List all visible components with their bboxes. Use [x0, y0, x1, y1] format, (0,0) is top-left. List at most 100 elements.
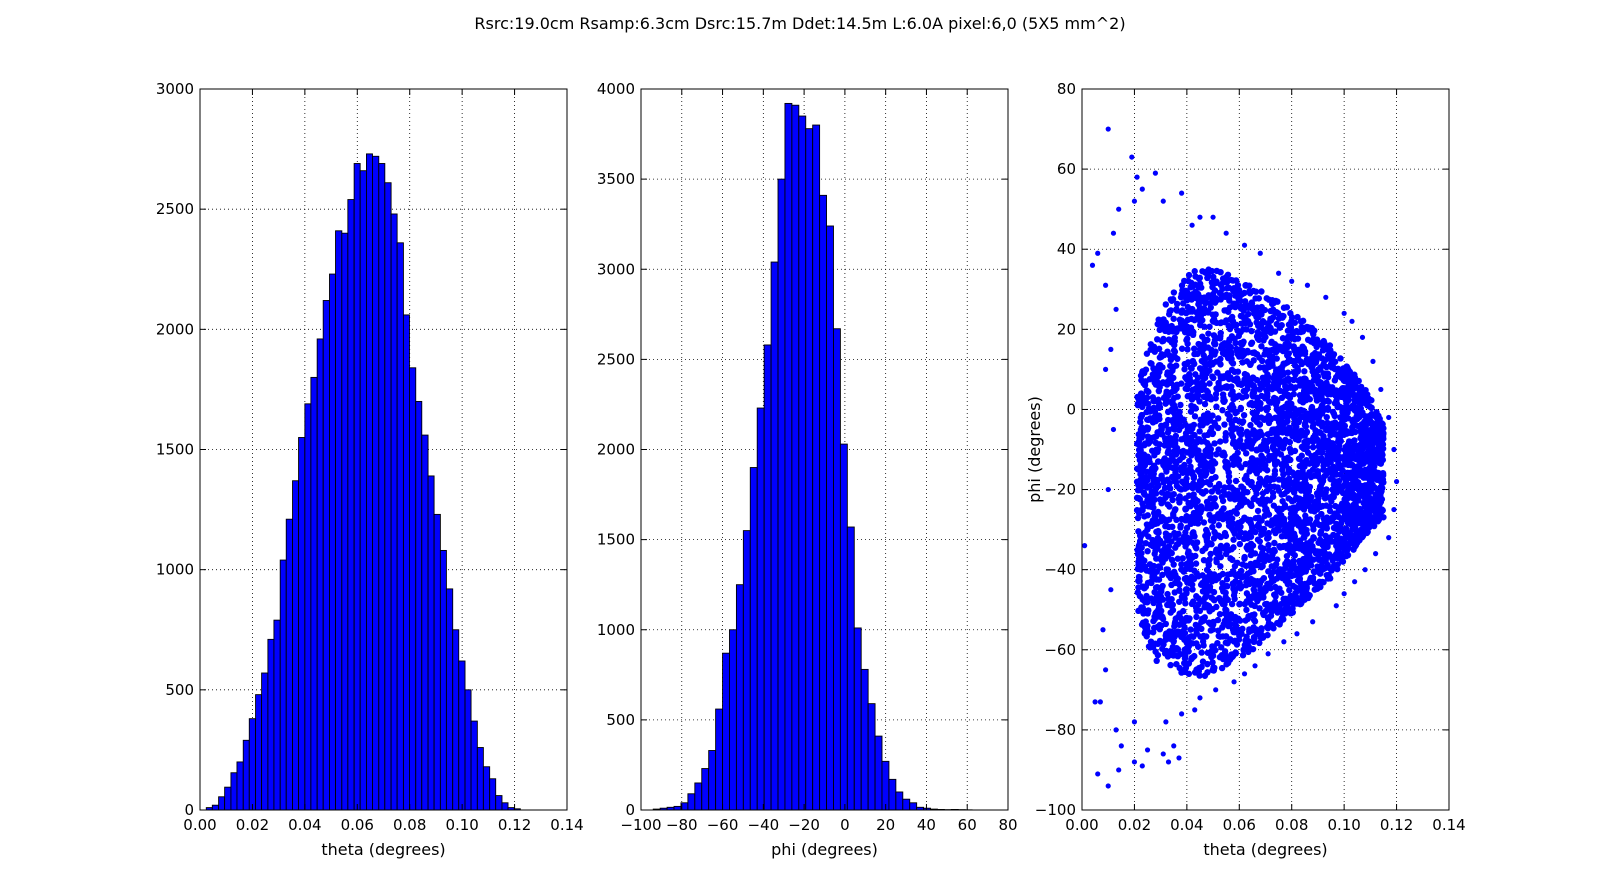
scatter-core-point	[1230, 592, 1238, 599]
scatter-core-point	[1265, 534, 1272, 541]
scatter-core-point	[1186, 457, 1193, 465]
scatter-point	[1281, 639, 1287, 645]
scatter-core-point	[1155, 529, 1162, 536]
scatter-core-point	[1310, 331, 1317, 338]
scatter-core-point	[1221, 648, 1229, 655]
scatter-core-point	[1341, 496, 1348, 503]
scatter-core-point	[1292, 371, 1299, 378]
scatter-core-point	[1166, 597, 1173, 604]
theta-histogram-bar	[495, 795, 503, 810]
scatter-core-point	[1323, 426, 1330, 434]
scatter-core-point	[1168, 573, 1176, 580]
theta-histogram-xtick-label: 0.14	[550, 816, 583, 834]
theta-histogram-bar	[267, 638, 275, 810]
scatter-core-point	[1228, 546, 1235, 553]
scatter-core-point	[1153, 336, 1161, 343]
scatter-core-point	[1313, 435, 1321, 443]
scatter-core-point	[1333, 532, 1341, 540]
scatter-core-point	[1215, 522, 1223, 529]
scatter-core-point	[1166, 440, 1174, 447]
scatter-core-point	[1292, 589, 1299, 597]
scatter-core-point	[1264, 404, 1271, 411]
phi-histogram-bar	[770, 261, 779, 810]
scatter-core-point	[1379, 484, 1386, 492]
scatter-core-point	[1281, 479, 1288, 486]
scatter-core-point	[1223, 614, 1231, 621]
scatter-core-point	[1158, 553, 1165, 560]
scatter-core-point	[1258, 431, 1266, 439]
scatter-core-point	[1308, 493, 1315, 501]
scatter-core-point	[1261, 461, 1268, 469]
scatter-core-point	[1317, 570, 1324, 577]
theta-histogram-bar	[218, 796, 226, 810]
scatter-core-point	[1196, 477, 1204, 485]
scatter-core-point	[1211, 440, 1218, 447]
scatter-core-point	[1323, 413, 1330, 421]
scatter-core-point	[1244, 615, 1252, 623]
scatter-core-point	[1228, 600, 1236, 608]
scatter-core-point	[1274, 526, 1282, 533]
scatter-core-point	[1284, 529, 1291, 537]
scatter-core-point	[1345, 438, 1353, 445]
scatter-core-point	[1192, 552, 1199, 560]
scatter-core-point	[1303, 355, 1311, 363]
scatter-xtick-label: 0.08	[1275, 816, 1308, 834]
scatter-core-point	[1209, 317, 1217, 325]
scatter-core-point	[1253, 581, 1260, 588]
scatter-core-point	[1334, 549, 1341, 556]
scatter-core-point	[1151, 408, 1159, 416]
scatter-core-point	[1161, 321, 1168, 329]
scatter-core-point	[1223, 291, 1230, 299]
scatter-core-point	[1318, 391, 1325, 399]
scatter-core-point	[1184, 340, 1191, 347]
scatter-core-point	[1201, 458, 1209, 466]
scatter-core-point	[1299, 328, 1307, 335]
scatter-core-point	[1234, 456, 1242, 463]
scatter-core-point	[1266, 353, 1273, 360]
theta-histogram-ticks: 0.00 0.02 0.04 0.06 0.08 0.10 0.12 0.14 0 500 1000…	[156, 80, 584, 834]
scatter-core-point	[1163, 381, 1171, 388]
scatter-core-point	[1364, 437, 1372, 444]
scatter-core-point	[1238, 430, 1245, 438]
scatter-core-point	[1233, 491, 1240, 499]
scatter-core-point	[1285, 377, 1292, 385]
scatter-core-point	[1170, 363, 1177, 371]
scatter-core-point	[1306, 396, 1314, 403]
scatter-core-point	[1199, 317, 1206, 324]
scatter-core-point	[1232, 477, 1240, 485]
scatter-core-point	[1164, 429, 1172, 436]
scatter-core-point	[1238, 574, 1245, 581]
scatter-core-point	[1144, 579, 1152, 587]
scatter-core-point	[1235, 615, 1242, 622]
scatter-core-point	[1347, 376, 1355, 384]
scatter-core-point	[1169, 523, 1176, 531]
scatter-core-point	[1178, 566, 1185, 573]
scatter-core-point	[1243, 606, 1250, 614]
scatter-core-point	[1345, 484, 1352, 492]
scatter-core-point	[1187, 626, 1194, 633]
scatter-point	[1116, 206, 1122, 212]
phi-histogram-panel: −100 −80 −60 −40 −20 0 20 40 60 80 0 500 1000 1500 200…	[597, 80, 1018, 859]
scatter-core-point	[1205, 266, 1212, 273]
scatter-core-point	[1248, 564, 1255, 571]
scatter-core-point	[1186, 380, 1193, 388]
scatter-core-point	[1362, 389, 1369, 396]
scatter-core-point	[1254, 335, 1262, 342]
scatter-core-point	[1140, 461, 1147, 468]
theta-histogram-xtick-label: 0.02	[236, 816, 269, 834]
scatter-point	[1110, 230, 1117, 236]
scatter-core-point	[1171, 623, 1178, 630]
scatter-core-point	[1178, 345, 1186, 352]
scatter-core-point	[1362, 426, 1369, 433]
scatter-xtick-label: 0.10	[1327, 816, 1360, 834]
scatter-core-point	[1363, 516, 1371, 524]
scatter-core-point	[1349, 492, 1356, 499]
scatter-core-point	[1190, 443, 1198, 451]
scatter-core-point	[1183, 590, 1190, 597]
scatter-core-point	[1301, 477, 1309, 484]
scatter-core-point	[1355, 377, 1362, 385]
scatter-core-point	[1288, 498, 1296, 505]
scatter-core-point	[1275, 413, 1282, 421]
theta-histogram-bar	[415, 400, 423, 810]
scatter-core-point	[1284, 487, 1291, 495]
